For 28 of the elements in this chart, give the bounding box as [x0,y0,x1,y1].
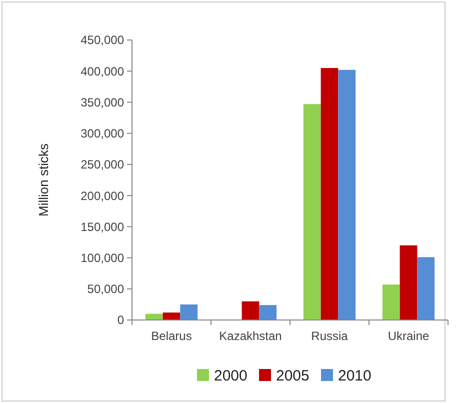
y-tick-label: 300,000 [80,126,124,141]
x-tick-label: Kazakhstan [219,329,282,343]
bar [320,68,338,320]
bar [180,304,198,320]
y-axis-title: Million sticks [36,143,51,216]
x-tick-label: Belarus [151,329,192,343]
bar [417,257,435,320]
x-tick-label: Ukraine [388,329,430,343]
bar [259,305,277,320]
bar [242,301,260,320]
bar [338,70,356,320]
y-tick-label: 400,000 [80,64,124,78]
bar [382,284,400,320]
y-tick-label: 250,000 [80,158,124,172]
x-tick-label: Russia [311,329,348,343]
bar [303,104,321,320]
y-tick-label: 0 [117,313,124,328]
y-tick-label: 150,000 [80,220,124,234]
legend-label: 2000 [214,367,248,384]
y-tick-label: 50,000 [87,282,124,296]
bar [162,312,180,320]
legend-label: 2005 [276,367,310,384]
y-tick-label: 100,000 [80,250,124,265]
legend-label: 2010 [338,367,372,384]
bar [400,245,418,320]
y-tick-label: 350,000 [80,95,124,110]
y-tick-label: 450,000 [80,33,124,48]
y-tick-label: 200,000 [80,188,124,203]
